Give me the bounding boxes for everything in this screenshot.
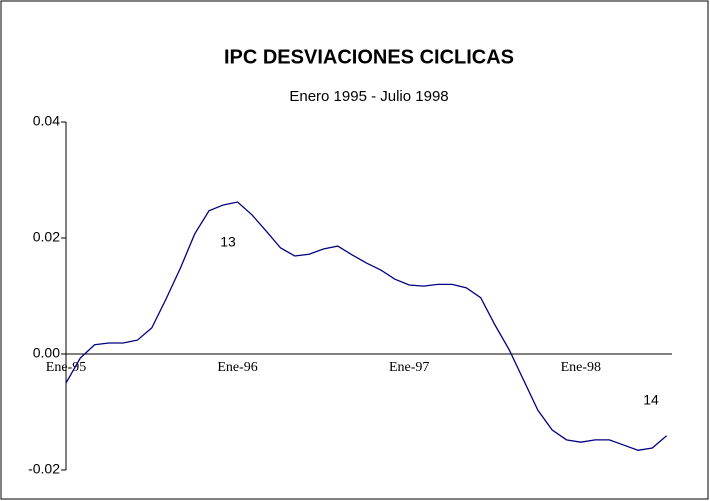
x-tick-label: Ene-96 [217, 360, 257, 375]
chart-subtitle: Enero 1995 - Julio 1998 [289, 88, 448, 105]
series-line [65, 201, 668, 451]
x-tick-label: Ene-98 [561, 360, 601, 375]
y-tick-label: -0.02 [28, 461, 60, 477]
chart-title: IPC DESVIACIONES CICLICAS [224, 46, 514, 68]
y-tick-label: 0.02 [33, 229, 60, 245]
y-tick-label: 0.00 [33, 345, 60, 361]
annotation: 14 [643, 392, 659, 408]
x-tick-label: Ene-95 [46, 360, 86, 375]
x-tick-label: Ene-97 [389, 360, 429, 375]
annotation: 13 [220, 234, 236, 250]
y-tick-label: 0.04 [33, 113, 60, 129]
